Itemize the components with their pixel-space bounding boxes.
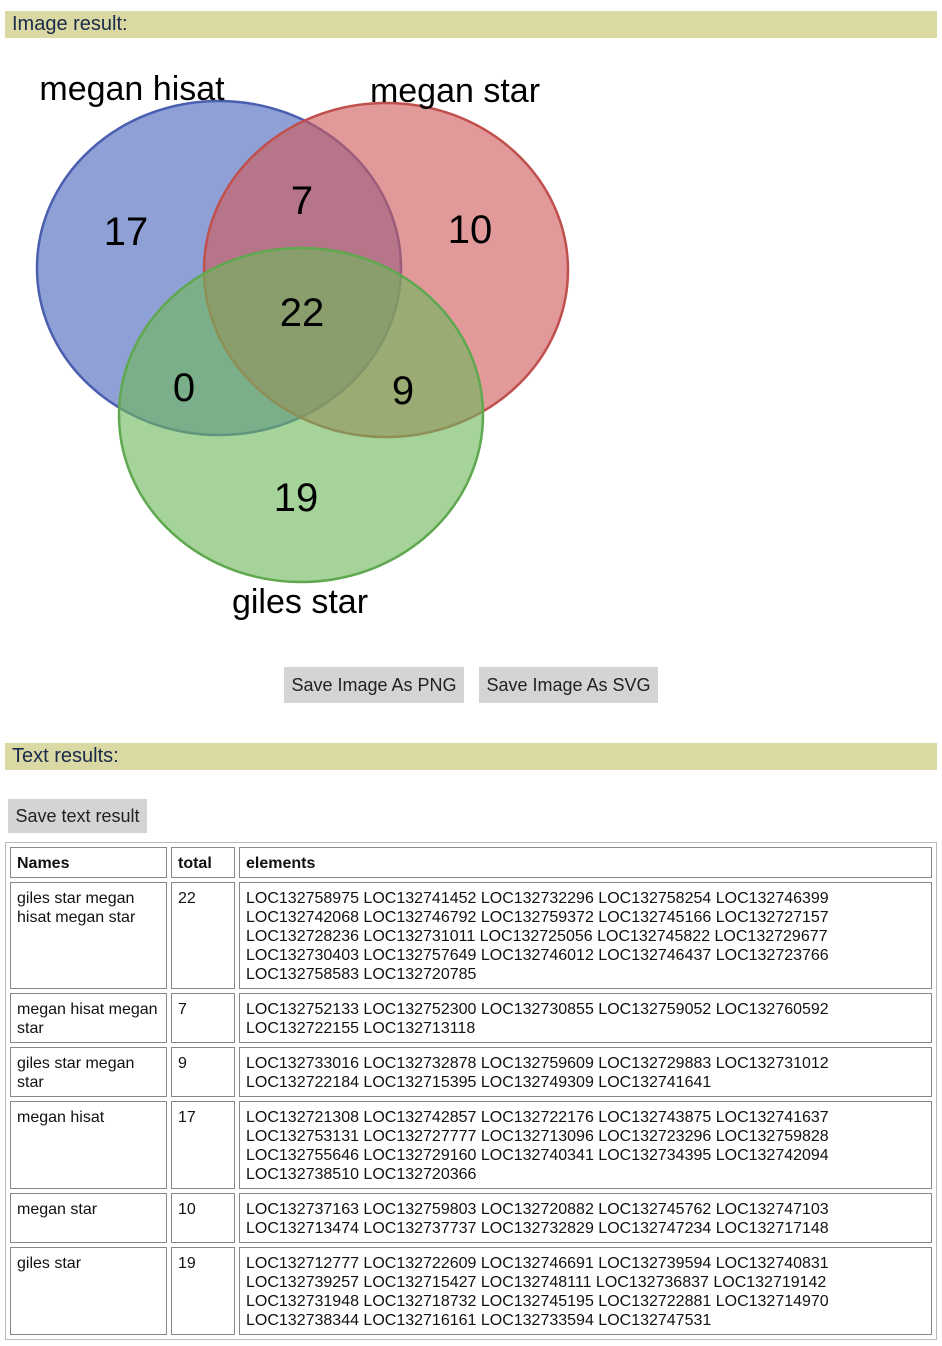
table-row: giles star 19 LOC132712777 LOC132722609 … [10, 1247, 932, 1335]
results-table: Names total elements giles star megan hi… [5, 842, 937, 1340]
row-names-cell: megan star [10, 1193, 167, 1243]
row-total-cell: 10 [171, 1193, 235, 1243]
text-result-header: Text results: [5, 743, 937, 770]
row-total-cell: 7 [171, 993, 235, 1043]
column-header-names: Names [10, 847, 167, 878]
row-names-cell: giles star megan hisat megan star [10, 882, 167, 989]
row-total-cell: 22 [171, 882, 235, 989]
row-elements-cell: LOC132712777 LOC132722609 LOC132746691 L… [239, 1247, 932, 1335]
venn-circle-giles-star [117, 246, 485, 584]
table-row: giles star megan star 9 LOC132733016 LOC… [10, 1047, 932, 1097]
image-result-header: Image result: [5, 11, 937, 38]
row-elements-cell: LOC132733016 LOC132732878 LOC132759609 L… [239, 1047, 932, 1097]
row-names-cell: giles star megan star [10, 1047, 167, 1097]
row-names-cell: giles star [10, 1247, 167, 1335]
count-megan-star-giles-star: 9 [392, 369, 414, 413]
image-result-title: Image result: [12, 13, 128, 35]
row-total-cell: 17 [171, 1101, 235, 1189]
count-megan-hisat-megan-star: 7 [291, 179, 313, 223]
set-label-megan-star: megan star [370, 72, 540, 110]
table-header-row: Names total elements [10, 847, 932, 878]
save-svg-button[interactable]: Save Image As SVG [479, 667, 658, 703]
save-png-button[interactable]: Save Image As PNG [284, 667, 464, 703]
count-megan-hisat-only: 17 [104, 210, 149, 254]
table-row: megan hisat megan star 7 LOC132752133 LO… [10, 993, 932, 1043]
set-label-giles-star: giles star [232, 583, 368, 621]
table-row: megan hisat 17 LOC132721308 LOC132742857… [10, 1101, 932, 1189]
row-total-cell: 9 [171, 1047, 235, 1097]
text-result-title: Text results: [12, 745, 119, 767]
column-header-elements: elements [239, 847, 932, 878]
table-row: megan star 10 LOC132737163 LOC132759803 … [10, 1193, 932, 1243]
row-elements-cell: LOC132758975 LOC132741452 LOC132732296 L… [239, 882, 932, 989]
row-names-cell: megan hisat [10, 1101, 167, 1189]
save-text-result-button[interactable]: Save text result [8, 799, 147, 833]
row-elements-cell: LOC132721308 LOC132742857 LOC132722176 L… [239, 1101, 932, 1189]
column-header-total: total [171, 847, 235, 878]
count-megan-star-only: 10 [448, 208, 493, 252]
venn-diagram: megan hisat megan star giles star 17 7 1… [35, 70, 570, 621]
row-elements-cell: LOC132752133 LOC132752300 LOC132730855 L… [239, 993, 932, 1043]
set-label-megan-hisat: megan hisat [39, 70, 225, 108]
row-total-cell: 19 [171, 1247, 235, 1335]
count-giles-star-only: 19 [274, 476, 319, 520]
row-names-cell: megan hisat megan star [10, 993, 167, 1043]
row-elements-cell: LOC132737163 LOC132759803 LOC132720882 L… [239, 1193, 932, 1243]
table-row: giles star megan hisat megan star 22 LOC… [10, 882, 932, 989]
count-megan-hisat-giles-star: 0 [173, 366, 195, 410]
count-all-three: 22 [280, 291, 325, 335]
